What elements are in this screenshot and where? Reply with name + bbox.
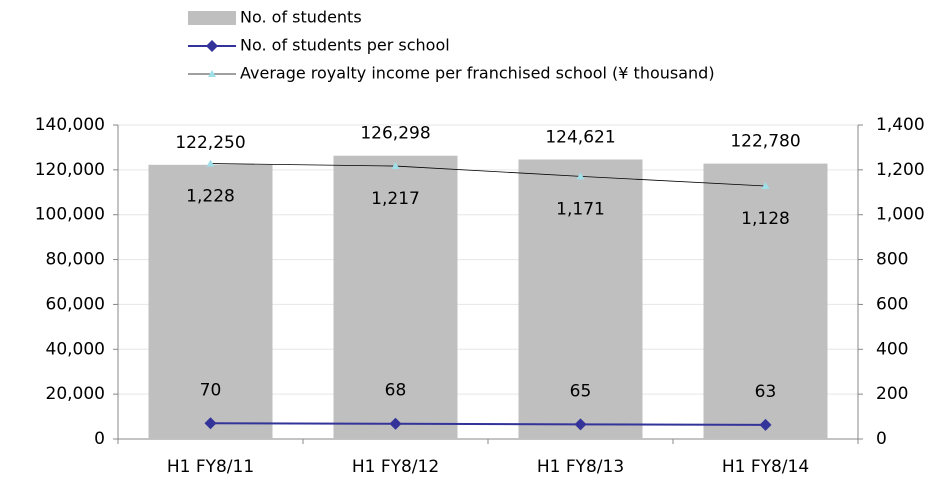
marker [761,182,770,190]
x-tick-label: H1 FY8/14 [722,457,809,477]
data-label: 1,228 [186,187,235,207]
data-label: 65 [570,381,592,401]
data-label: 122,780 [730,132,800,152]
y2-tick-label: 1,400 [876,115,925,135]
y2-tick-label: 400 [876,339,908,359]
data-label: 70 [200,380,222,400]
data-label: 124,621 [545,127,615,147]
line [210,163,766,187]
legend-label: No. of students [240,8,362,27]
y-tick-label: 60,000 [46,294,105,314]
marker [389,417,402,430]
data-label: 126,298 [360,124,430,144]
bar [518,159,643,439]
legend-marker [208,70,216,77]
y2-tick-label: 1,000 [876,205,925,225]
x-tick-label: H1 FY8/12 [352,457,439,477]
y-tick-label: 40,000 [46,339,105,359]
bar [333,155,458,439]
x-tick-label: H1 FY8/13 [537,457,624,477]
y2-tick-label: 600 [876,294,908,314]
y-tick-label: 0 [94,429,105,449]
data-label: 1,171 [556,199,605,219]
data-label: 68 [385,381,407,401]
bar [148,164,273,439]
y-tick-label: 100,000 [35,205,105,225]
y2-tick-label: 1,200 [876,160,925,180]
legend-label: No. of students per school [240,36,450,55]
y2-tick-label: 0 [876,429,887,449]
y-tick-label: 120,000 [35,160,105,180]
legend-swatch [188,11,236,25]
data-label: 63 [755,382,777,402]
legend-marker [206,40,218,52]
data-label: 1,128 [741,209,790,229]
marker [206,159,215,167]
marker [574,418,587,431]
y2-tick-label: 800 [876,250,908,270]
x-tick-label: H1 FY8/11 [167,457,254,477]
data-label: 122,250 [175,133,245,153]
marker [204,417,217,430]
y2-tick-label: 200 [876,384,908,404]
y-tick-label: 20,000 [46,384,105,404]
marker [391,162,400,170]
line [210,422,766,426]
data-label: 1,217 [371,189,420,209]
marker [759,418,772,431]
legend-label: Average royalty income per franchised sc… [240,64,715,83]
y-tick-label: 140,000 [35,115,105,135]
marker [576,172,585,180]
bar [703,163,828,439]
y-tick-label: 80,000 [46,250,105,270]
